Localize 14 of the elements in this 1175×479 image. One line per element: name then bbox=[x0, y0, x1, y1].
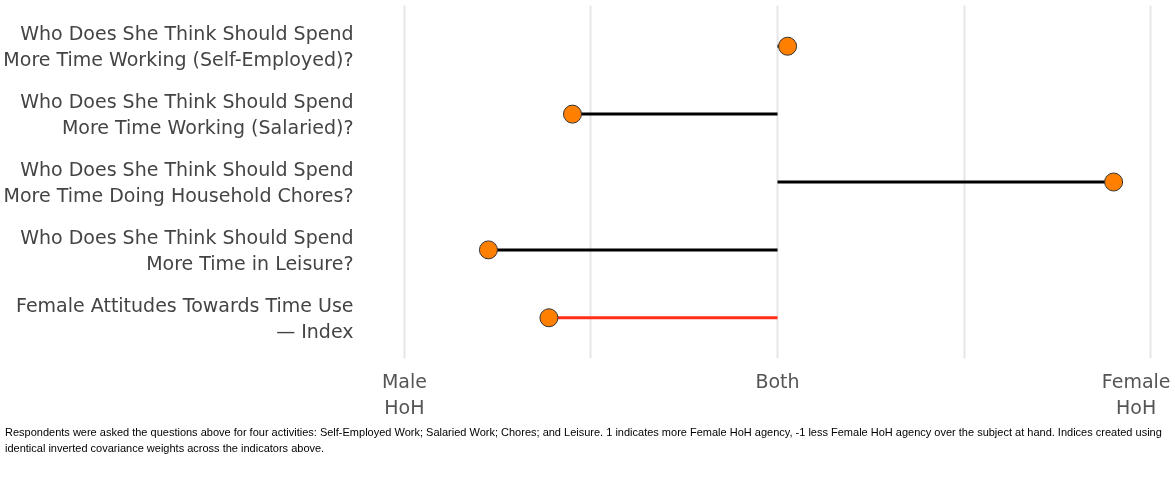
point bbox=[778, 36, 798, 56]
point bbox=[539, 308, 559, 328]
point bbox=[478, 240, 498, 260]
y-tick-label: Female Attitudes Towards Time Use — Index bbox=[16, 293, 354, 342]
y-tick-label: Who Does She Think Should Spend More Time Working (Self-Employed)? bbox=[3, 22, 354, 71]
text: Respondents were asked the questions above for four activities: Self-Employed Work; Salaried Work; Chores; and Leisure. 1 indicates more Female HoH agency, -1 less Female HoH agency over the subject at hand. Indices created using identical inverted covariance weights across the indicators above. bbox=[5, 425, 1163, 456]
point bbox=[1104, 172, 1124, 192]
y-tick-label: Who Does She Think Should Spend More Time in Leisure? bbox=[20, 225, 354, 275]
text: Both bbox=[755, 369, 800, 392]
y-tick-label: Who Does She Think Should Spend More Time Doing Household Chores? bbox=[3, 157, 354, 207]
point bbox=[562, 104, 582, 124]
y-tick-label: Who Does She Think Should Spend More Time Working (Salaried)? bbox=[20, 89, 354, 139]
text: Female HoH bbox=[1101, 369, 1171, 418]
text: Male HoH bbox=[381, 369, 427, 418]
